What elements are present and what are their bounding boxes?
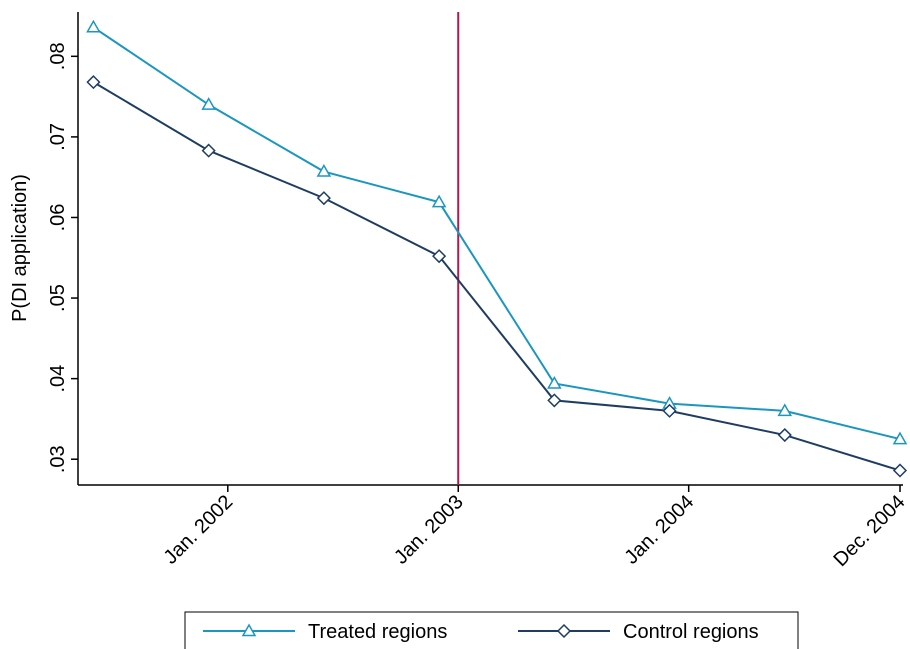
data-point: [777, 403, 793, 417]
series-line: [92, 81, 901, 472]
legend-label: Control regions: [623, 621, 759, 643]
y-tick-label: .08: [47, 42, 69, 70]
data-point: [547, 393, 562, 408]
data-point: [431, 194, 447, 208]
data-point: [777, 427, 792, 443]
data-point: [892, 431, 908, 445]
y-tick-label: .03: [47, 445, 69, 473]
data-point: [316, 164, 332, 177]
data-point: [547, 375, 562, 389]
y-tick-label: .05: [47, 284, 69, 312]
series-line: [92, 26, 901, 441]
y-tick-label: .04: [47, 365, 69, 393]
data-point: [201, 143, 216, 158]
y-axis-label: P(DI application): [9, 174, 31, 322]
data-point: [201, 97, 216, 110]
y-tick-label: .07: [47, 123, 69, 151]
data-point: [316, 191, 331, 206]
data-point: [86, 75, 101, 90]
data-point: [86, 19, 101, 33]
data-point: [432, 249, 447, 264]
legend-label: Treated regions: [308, 621, 447, 643]
data-point: [892, 463, 908, 478]
legend-marker: [241, 623, 257, 637]
y-tick-label: .06: [47, 204, 69, 232]
legend-marker: [556, 623, 572, 639]
data-point: [662, 403, 677, 418]
